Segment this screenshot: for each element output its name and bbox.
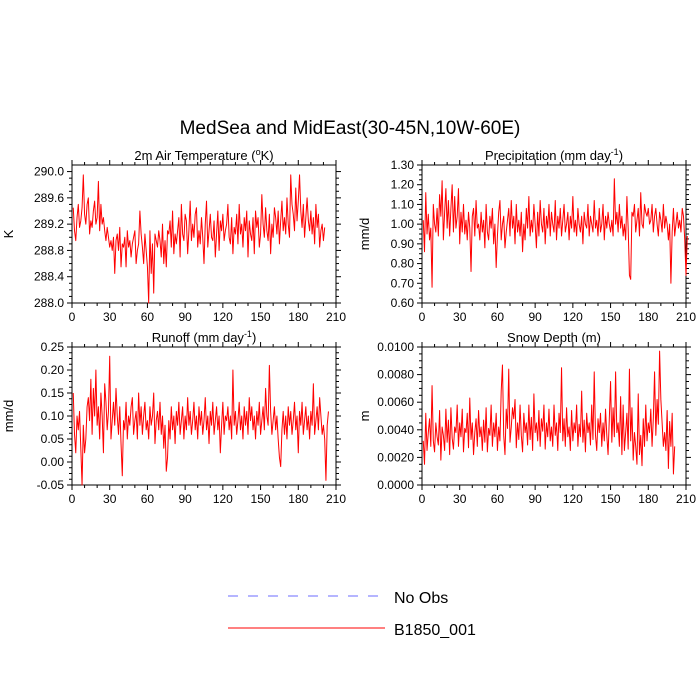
x-tick-label: 90 [528, 310, 542, 324]
x-tick-label: 0 [419, 310, 426, 324]
y-tick-label: 0.25 [41, 340, 65, 354]
x-tick-label: 90 [528, 492, 542, 506]
y-tick-label: 288.0 [34, 296, 64, 310]
x-tick-label: 60 [141, 310, 155, 324]
x-tick-label: 30 [103, 310, 117, 324]
y-tick-label: 0.05 [41, 432, 65, 446]
y-tick-label: 0.60 [391, 296, 415, 310]
x-tick-label: 210 [326, 310, 346, 324]
x-tick-label: 150 [601, 310, 621, 324]
y-tick-label: 0.0000 [377, 478, 414, 492]
x-tick-label: 210 [676, 492, 696, 506]
x-tick-label: 60 [141, 492, 155, 506]
x-tick-label: 120 [563, 310, 583, 324]
x-tick-label: 180 [638, 492, 658, 506]
x-tick-label: 120 [213, 492, 233, 506]
chart-panel-2: Runoff (mm day-1) mm/d 0 30 60 90 120 150 180 210… [1, 329, 346, 506]
x-tick-label: 150 [251, 310, 271, 324]
chart-panel-3: Snow Depth (m) m 0 30 60 90 120 150 180 210 0.0000… [357, 330, 696, 506]
legend-label-no-obs: No Obs [394, 590, 448, 607]
y-tick-label: 0.0100 [377, 340, 414, 354]
legend-label-b1850-001: B1850_001 [394, 622, 476, 639]
y-tick-label: 288.4 [34, 270, 64, 284]
x-tick-label: 60 [491, 310, 505, 324]
y-tick-label: 0.0020 [377, 450, 414, 464]
x-tick-label: 90 [178, 310, 192, 324]
y-tick-label: 289.6 [34, 191, 64, 205]
y-tick-label: 0.20 [41, 363, 65, 377]
x-tick-label: 120 [563, 492, 583, 506]
x-tick-label: 180 [288, 310, 308, 324]
plot-frame [421, 164, 687, 304]
panel-title: Precipitation (mm day-1) [485, 147, 623, 163]
x-tick-label: 150 [601, 492, 621, 506]
y-tick-label: 0.90 [391, 237, 415, 251]
panel-title: 2m Air Temperature (oK) [134, 147, 273, 163]
y-tick-label: 1.20 [391, 178, 415, 192]
x-tick-label: 30 [453, 310, 467, 324]
series-line-b1850-001 [422, 178, 688, 288]
y-axis-label: mm/d [357, 218, 372, 251]
x-tick-label: 90 [178, 492, 192, 506]
x-tick-label: 60 [491, 492, 505, 506]
y-tick-label: 290.0 [34, 165, 64, 179]
y-tick-label: 0.80 [391, 257, 415, 271]
y-tick-label: 1.00 [391, 217, 415, 231]
y-tick-label: 1.30 [391, 158, 415, 172]
y-tick-label: 0.10 [41, 409, 65, 423]
y-tick-label: 0.70 [391, 276, 415, 290]
chart-panel-1: Precipitation (mm day-1) mm/d 0 30 60 90 120 15… [357, 147, 696, 324]
panel-title: Runoff (mm day-1) [152, 329, 257, 345]
y-axis-label: m [357, 411, 372, 422]
series-line-b1850-001 [72, 355, 329, 486]
chart-panel-0: 2m Air Temperature (oK) K 0 30 60 90 120 150 180… [1, 147, 346, 324]
x-tick-label: 30 [103, 492, 117, 506]
legend: No Obs B1850_001 [228, 590, 476, 639]
y-tick-label: 0.0060 [377, 395, 414, 409]
x-tick-label: 0 [419, 492, 426, 506]
y-tick-label: -0.05 [37, 478, 65, 492]
y-tick-label: 0.0080 [377, 368, 414, 382]
y-tick-label: 0.15 [41, 386, 65, 400]
x-tick-label: 30 [453, 492, 467, 506]
y-tick-label: 289.2 [34, 217, 64, 231]
x-tick-label: 180 [288, 492, 308, 506]
x-tick-label: 120 [213, 310, 233, 324]
series-line-b1850-001 [72, 174, 326, 304]
y-tick-label: 0.00 [41, 455, 65, 469]
y-axis-label: K [1, 229, 16, 238]
figure-title: MedSea and MidEast(30-45N,10W-60E) [180, 118, 521, 139]
x-tick-label: 150 [251, 492, 271, 506]
panel-title: Snow Depth (m) [507, 330, 601, 345]
y-axis-label: mm/d [1, 400, 16, 433]
x-tick-label: 210 [326, 492, 346, 506]
y-tick-label: 288.8 [34, 243, 64, 257]
x-tick-label: 180 [638, 310, 658, 324]
series-line-b1850-001 [422, 350, 676, 475]
y-tick-label: 0.0040 [377, 423, 414, 437]
plot-frame [71, 164, 337, 304]
x-tick-label: 210 [676, 310, 696, 324]
y-tick-label: 1.10 [391, 197, 415, 211]
x-tick-label: 0 [69, 492, 76, 506]
x-tick-label: 0 [69, 310, 76, 324]
